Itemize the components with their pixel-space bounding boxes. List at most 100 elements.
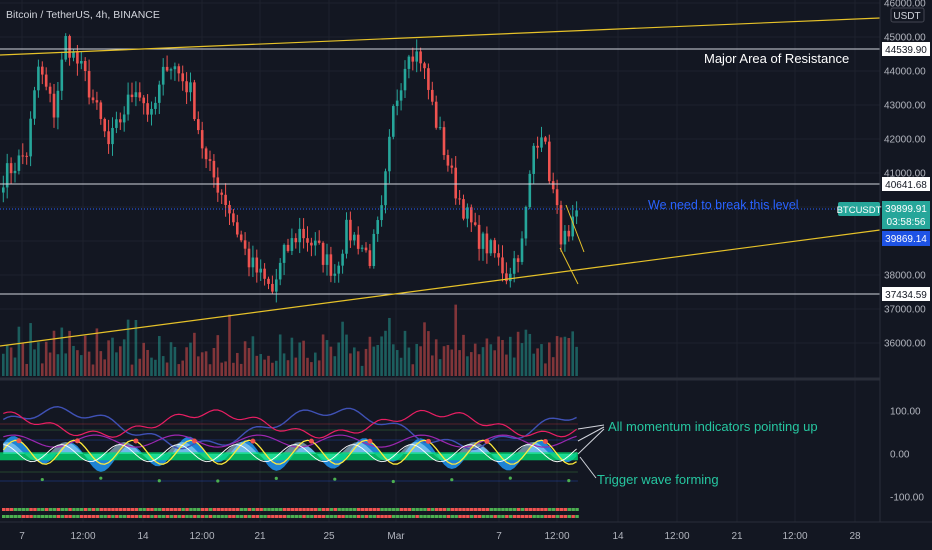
candle-body[interactable] (146, 103, 149, 115)
candle-body[interactable] (423, 63, 426, 69)
candle-body[interactable] (442, 127, 446, 156)
candle-body[interactable] (310, 242, 313, 246)
candle-body[interactable] (321, 242, 325, 265)
candle-body[interactable] (290, 238, 294, 251)
candle-body[interactable] (466, 207, 469, 219)
candle-body[interactable] (349, 219, 352, 241)
candle-body[interactable] (407, 56, 411, 69)
candle-body[interactable] (395, 100, 399, 107)
lower-trendline[interactable] (0, 229, 881, 347)
candle-body[interactable] (489, 240, 493, 254)
candle-body[interactable] (169, 69, 173, 71)
candle-body[interactable] (353, 234, 356, 241)
candle-body[interactable] (224, 194, 227, 205)
candle-body[interactable] (263, 268, 266, 279)
candle-body[interactable] (21, 155, 25, 157)
candle-body[interactable] (150, 108, 153, 115)
candle-body[interactable] (255, 257, 259, 273)
candle-body[interactable] (138, 92, 142, 98)
candle-body[interactable] (380, 205, 383, 221)
candle-body[interactable] (181, 73, 184, 82)
candle-body[interactable] (161, 66, 165, 85)
candle-body[interactable] (403, 68, 407, 91)
candle-body[interactable] (193, 82, 196, 120)
symbol-title[interactable]: Bitcoin / TetherUS, 4h, BINANCE (6, 9, 160, 21)
candle-body[interactable] (493, 240, 496, 254)
candle-body[interactable] (470, 207, 473, 223)
currency-badge[interactable]: USDT (893, 11, 920, 22)
candle-body[interactable] (567, 230, 571, 237)
candle-body[interactable] (275, 279, 278, 292)
candle-body[interactable] (228, 204, 231, 214)
candle-body[interactable] (427, 68, 430, 90)
candle-body[interactable] (450, 165, 454, 168)
candle-body[interactable] (505, 273, 508, 282)
candle-body[interactable] (68, 36, 71, 58)
candle-body[interactable] (333, 273, 337, 276)
candle-body[interactable] (56, 90, 60, 118)
candle-body[interactable] (83, 60, 87, 72)
candle-body[interactable] (103, 118, 106, 132)
candle-body[interactable] (282, 244, 286, 263)
candle-body[interactable] (208, 159, 212, 161)
candle-body[interactable] (173, 66, 177, 70)
candle-body[interactable] (9, 163, 13, 174)
candle-body[interactable] (189, 82, 192, 93)
candle-body[interactable] (473, 222, 477, 225)
candle-body[interactable] (44, 74, 48, 87)
wedge-trendline-lower[interactable] (559, 247, 579, 285)
candle-body[interactable] (119, 119, 122, 123)
symbol-tag[interactable] (838, 202, 880, 216)
upper-trendline[interactable] (0, 17, 881, 56)
candle-body[interactable] (271, 283, 274, 292)
candle-body[interactable] (33, 90, 36, 119)
candle-body[interactable] (520, 238, 524, 262)
candle-body[interactable] (267, 278, 270, 284)
candle-body[interactable] (415, 51, 418, 62)
candle-body[interactable] (438, 127, 442, 129)
candle-body[interactable] (329, 254, 333, 276)
candle-body[interactable] (388, 136, 391, 172)
candle-body[interactable] (52, 93, 56, 118)
candle-body[interactable] (314, 240, 317, 246)
candle-body[interactable] (91, 97, 95, 101)
candle-body[interactable] (251, 257, 255, 268)
candle-body[interactable] (462, 199, 465, 219)
candle-body[interactable] (345, 219, 348, 254)
candle-body[interactable] (434, 101, 438, 128)
candle-body[interactable] (559, 205, 563, 245)
candle-body[interactable] (197, 119, 200, 131)
candle-body[interactable] (80, 60, 83, 64)
candle-body[interactable] (532, 145, 535, 174)
candle-body[interactable] (204, 148, 208, 160)
candle-body[interactable] (364, 247, 368, 251)
candle-body[interactable] (477, 224, 481, 249)
candle-body[interactable] (317, 240, 321, 243)
candle-body[interactable] (372, 233, 376, 267)
candle-body[interactable] (528, 173, 532, 208)
candle-body[interactable] (524, 207, 528, 239)
candle-body[interactable] (555, 189, 559, 206)
candle-body[interactable] (130, 94, 134, 98)
candle-body[interactable] (122, 114, 126, 123)
candle-body[interactable] (419, 51, 422, 64)
candle-body[interactable] (13, 170, 17, 174)
candle-body[interactable] (540, 137, 543, 148)
price-candles[interactable] (2, 33, 578, 303)
candle-body[interactable] (216, 177, 220, 193)
candle-body[interactable] (501, 257, 504, 274)
wedge-trendline[interactable] (565, 204, 585, 253)
price-axis[interactable] (880, 0, 932, 522)
candle-body[interactable] (481, 233, 485, 249)
candle-body[interactable] (48, 86, 52, 94)
candle-body[interactable] (516, 258, 520, 262)
candle-body[interactable] (454, 167, 457, 199)
candle-body[interactable] (126, 94, 130, 115)
candle-body[interactable] (154, 102, 157, 109)
candle-body[interactable] (551, 181, 555, 190)
candle-body[interactable] (76, 51, 79, 64)
candle-body[interactable] (325, 254, 329, 265)
candle-body[interactable] (165, 66, 169, 71)
candle-body[interactable] (247, 248, 251, 268)
candle-body[interactable] (115, 119, 118, 128)
